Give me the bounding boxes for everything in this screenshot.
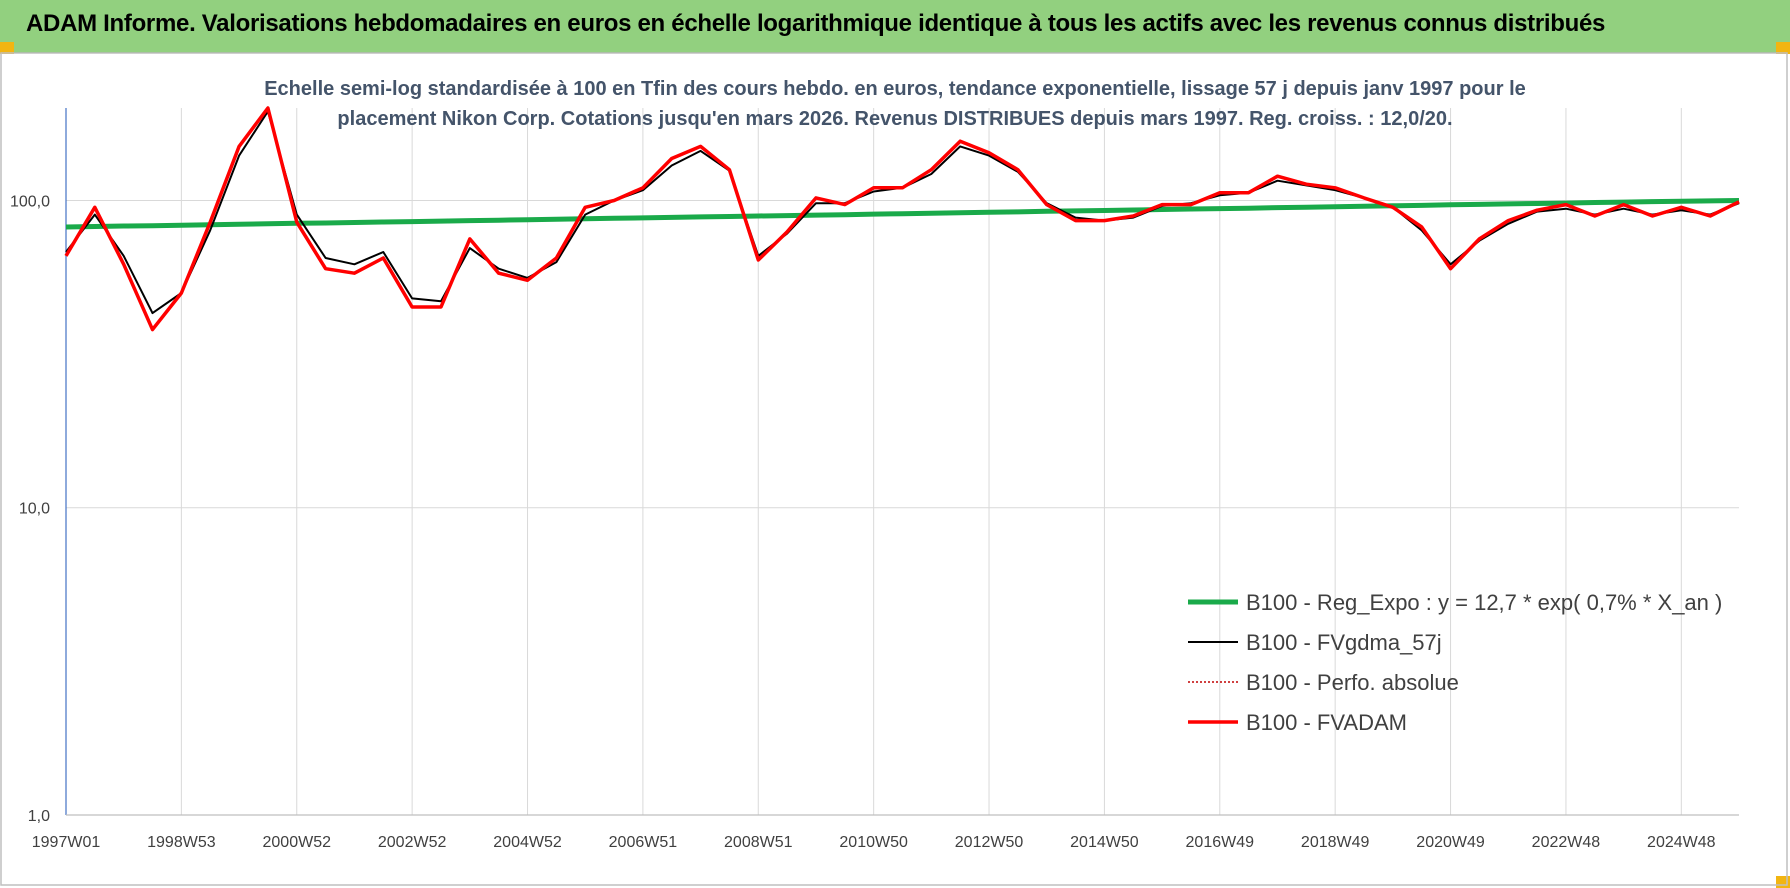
header-bar: ADAM Informe. Valorisations hebdomadaire… [0,0,1790,53]
x-tick-label: 2008W51 [724,834,793,851]
corner-mark [1776,42,1790,54]
x-tick-label: 1998W53 [147,834,216,851]
x-tick-label: 2000W52 [263,834,332,851]
x-tick-label: 2006W51 [609,834,678,851]
x-tick-label: 2012W50 [955,834,1024,851]
x-tick-label: 2002W52 [378,834,447,851]
x-tick-label: 2022W48 [1532,834,1601,851]
series-line [64,106,1740,332]
x-tick-label: 2010W50 [839,834,908,851]
chart-border [0,52,1788,886]
legend-label: B100 - FVADAM [1246,710,1407,735]
x-tick-label: 1997W01 [32,834,101,851]
legend-label: B100 - FVgdma_57j [1246,630,1442,655]
y-tick-label: 100,0 [10,193,50,210]
chart-title: ADAM Informe. Valorisations hebdomadaire… [26,10,1606,37]
legend-label: B100 - Perfo. absolue [1246,670,1459,695]
chart-subtitle: Echelle semi-log standardisée à 100 en T… [264,78,1526,130]
y-tick-label: 10,0 [19,501,50,518]
x-tick-label: 2020W49 [1416,834,1485,851]
series-line [65,107,1740,331]
x-tick-label: 2018W49 [1301,834,1370,851]
x-tick-label: 2014W50 [1070,834,1139,851]
legend-label: B100 - Reg_Expo : y = 12,7 * exp( 0,7% *… [1246,590,1722,615]
x-tick-label: 2024W48 [1647,834,1716,851]
y-tick-label: 1,0 [28,808,50,825]
series-line [65,198,1740,230]
x-tick-label: 2016W49 [1186,834,1255,851]
x-tick-label: 2004W52 [493,834,562,851]
corner-mark [0,42,14,54]
